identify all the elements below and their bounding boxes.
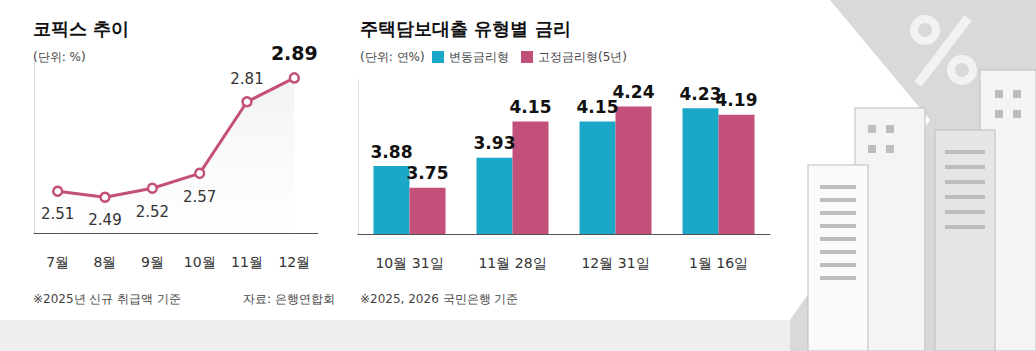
svg-text:12월 31일: 12월 31일 [581, 255, 649, 271]
svg-text:변동금리형: 변동금리형 [449, 50, 509, 64]
svg-text:4.19: 4.19 [716, 90, 758, 110]
svg-text:고정금리형(5년): 고정금리형(5년) [538, 50, 627, 64]
svg-text:3.93: 3.93 [474, 133, 516, 153]
svg-text:3.88: 3.88 [371, 142, 413, 162]
svg-text:(단위: 연%): (단위: 연%) [360, 50, 425, 64]
svg-text:※2025년 신규 취급액 기준: ※2025년 신규 취급액 기준 [33, 292, 181, 306]
svg-text:3.75: 3.75 [407, 163, 449, 183]
svg-text:4.24: 4.24 [613, 82, 655, 102]
svg-text:12월: 12월 [278, 254, 310, 270]
svg-text:2.51: 2.51 [41, 205, 74, 223]
svg-text:※2025, 2026 국민은행 기준: ※2025, 2026 국민은행 기준 [360, 292, 518, 306]
svg-text:주택담보대출 유형별 금리: 주택담보대출 유형별 금리 [360, 18, 571, 39]
svg-text:(단위: %): (단위: %) [33, 50, 86, 64]
svg-text:11월: 11월 [231, 254, 263, 270]
svg-text:9월: 9월 [141, 254, 164, 270]
svg-text:2.57: 2.57 [183, 188, 216, 206]
svg-text:11월 28일: 11월 28일 [478, 255, 546, 271]
svg-text:10월 31일: 10월 31일 [375, 255, 443, 271]
svg-text:1월 16일: 1월 16일 [689, 255, 748, 271]
svg-text:2.89: 2.89 [271, 42, 318, 64]
svg-text:2.49: 2.49 [88, 211, 121, 229]
svg-text:4.15: 4.15 [576, 96, 619, 117]
svg-text:2.52: 2.52 [136, 203, 169, 221]
svg-text:8월: 8월 [94, 254, 117, 270]
svg-text:4.23: 4.23 [679, 83, 722, 104]
svg-text:4.15: 4.15 [510, 97, 552, 117]
svg-text:자료: 은행연합회: 자료: 은행연합회 [243, 292, 335, 306]
svg-text:2.81: 2.81 [230, 70, 263, 88]
svg-text:10월: 10월 [184, 254, 216, 270]
svg-text:코픽스 추이: 코픽스 추이 [33, 18, 129, 39]
svg-text:7월: 7월 [46, 254, 69, 270]
